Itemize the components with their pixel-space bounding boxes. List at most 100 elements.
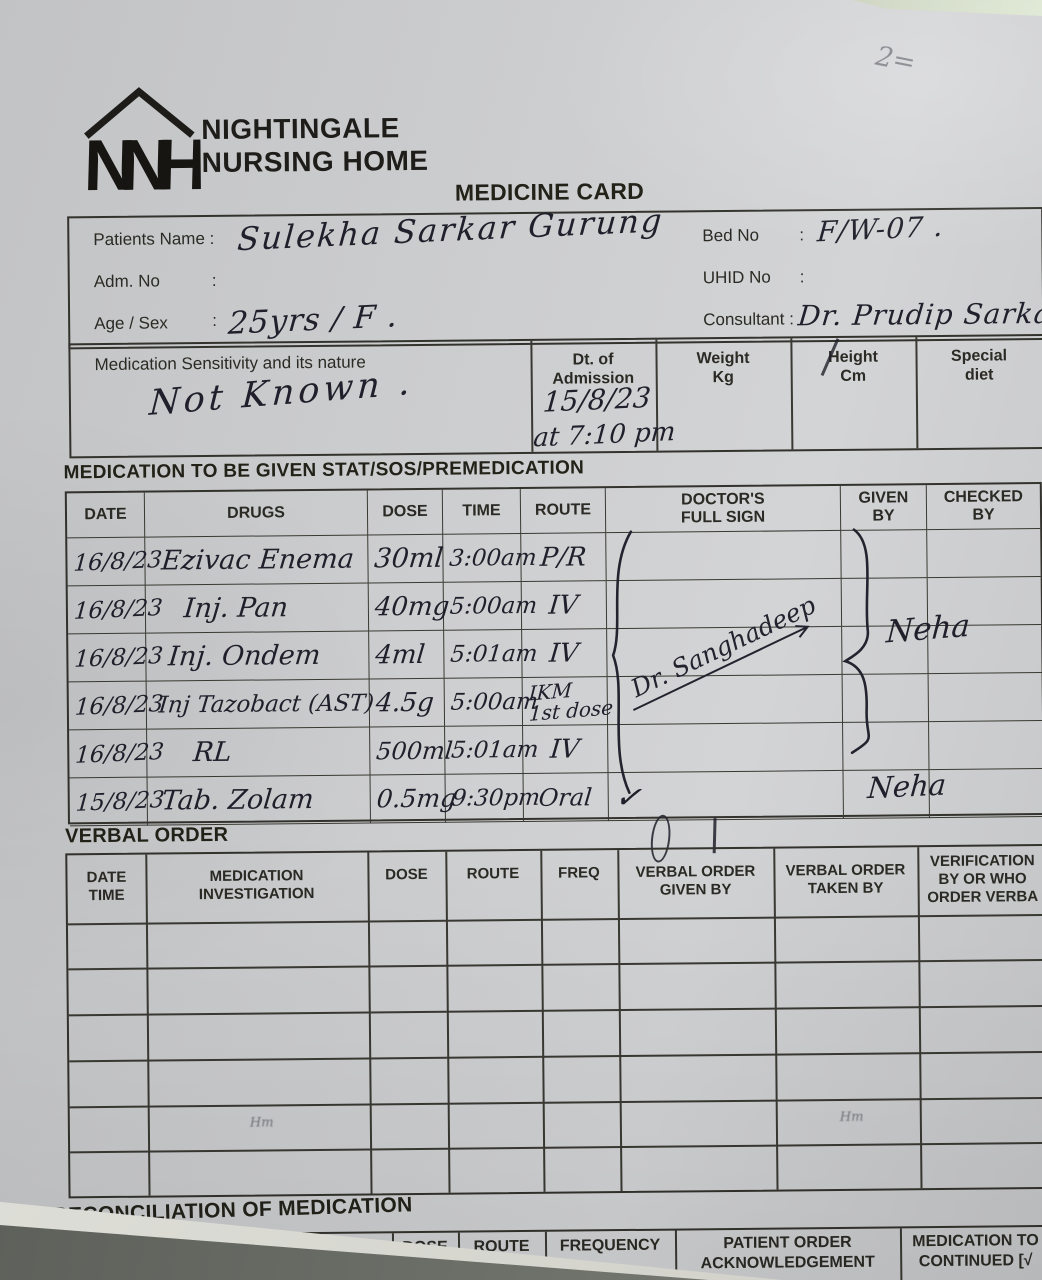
table-row-cell: 16/8/23 — [69, 729, 165, 779]
verbal-col-verification: VERIFICATION BY OR WHO ORDER VERBA — [917, 852, 1042, 907]
table-row-cell — [927, 529, 1041, 579]
table-row-cell: 16/8/23 — [68, 681, 164, 731]
divider — [445, 851, 451, 1193]
org-name-line1: NIGHTINGALE — [201, 112, 400, 146]
table-row-cell: 40mg — [368, 582, 451, 632]
recon-cont-line1: MEDICATION TO — [912, 1232, 1039, 1251]
table-row-cell: 5:01am — [444, 629, 539, 679]
verbal-ver-line1: VERIFICATION — [929, 852, 1035, 871]
bed-no-label: Bed No — [702, 225, 760, 246]
table-row-cell: Inj. Ondem — [146, 631, 370, 682]
adm-no-label: Adm. No — [93, 271, 160, 292]
recon-first-col-mark: – — [87, 1244, 97, 1262]
given-by-line2: BY — [872, 507, 895, 525]
row-line — [70, 1141, 1042, 1154]
recon-col-medicine: MEDICINE ON — [213, 1241, 321, 1260]
age-sex-colon: : — [212, 310, 217, 330]
stat-section-title: MEDICATION TO BE GIVEN STAT/SOS/PREMEDIC… — [63, 457, 585, 484]
recon-ack-line2: ACKNOWLEDGEMENT — [700, 1253, 875, 1273]
doctor-checkmark: ✓ — [612, 776, 644, 817]
table-row-cell: Inj Tazobact (AST) — [146, 679, 375, 730]
table-row-cell: 3:00am — [443, 533, 538, 583]
admission-time-value: at 7:10 pm — [532, 416, 677, 454]
divider — [773, 848, 779, 1190]
recon-col-continued: MEDICATION TO CONTINUED [√ — [900, 1231, 1042, 1272]
row-line — [68, 1004, 1042, 1017]
route-value-line2: 1st dose — [528, 694, 614, 726]
consultant-value: Dr. Prudip Sarkar — [796, 296, 1042, 333]
table-row-cell — [608, 722, 844, 774]
dose-value: 40mg — [373, 591, 451, 622]
drug-value: Ezivac Enema — [160, 543, 356, 576]
table-row-cell: 5:00am — [444, 677, 539, 727]
table-row-cell: 4.5g — [369, 678, 446, 728]
verbal-date-line1: DATE — [86, 868, 127, 887]
table-row-cell — [928, 673, 1042, 723]
adm-no-colon: : — [211, 270, 217, 290]
diet-header-line1: Special — [950, 347, 1008, 365]
dose-value: 500ml — [374, 736, 454, 765]
col-header-route: ROUTE — [520, 488, 607, 534]
drug-value: Tab. Zolam — [160, 783, 316, 816]
admission-header-line1: Dt. of — [572, 351, 614, 369]
given-by-name-last: Neha — [866, 767, 948, 806]
table-row-cell: 9:30pm — [445, 773, 541, 823]
weight-header-line2: Kg — [712, 368, 734, 387]
row-line — [69, 1096, 1042, 1109]
col-header-dose: DOSE — [367, 489, 444, 536]
verbal-col-date: DATE TIME — [67, 869, 145, 906]
table-row-cell — [843, 722, 930, 771]
divider — [367, 852, 373, 1194]
table-row-cell: Ezivac Enema — [145, 535, 369, 586]
reconciliation-title: RECONCILIATION OF MEDICATION — [52, 1193, 413, 1228]
route-value: IV — [549, 733, 582, 765]
verbal-col-medication: MEDICATION INVESTIGATION — [145, 866, 367, 904]
verbal-given-line2: GIVEN BY — [659, 880, 732, 899]
recon-col-frequency: FREQUENCY — [559, 1236, 661, 1255]
col-header-checked-by: CHECKED BY — [926, 484, 1041, 531]
table-row-cell: 15/8/23 — [69, 777, 165, 827]
logo-monogram: NNH — [83, 125, 201, 202]
age-sex-label: Age / Sex — [94, 313, 168, 334]
table-row-cell — [607, 626, 843, 678]
doctor-sign-line2: FULL SIGN — [680, 508, 766, 527]
table-row-cell — [841, 530, 928, 579]
faint-smudge-mark: Hm — [249, 1115, 274, 1131]
col-header-date: DATE — [66, 492, 146, 539]
table-row-cell: 16/8/23 — [67, 537, 163, 587]
org-name: NIGHTINGALE NURSING HOME — [201, 111, 429, 179]
verbal-col-dose: DOSE — [385, 865, 428, 884]
table-row-cell: Inj. Pan — [145, 583, 370, 634]
table-row-cell: 0.5mg — [370, 774, 458, 824]
verbal-order-table: DATE TIME MEDICATION INVESTIGATION DOSE … — [65, 843, 1042, 1199]
recon-ack-line1: PATIENT ORDER — [723, 1233, 852, 1253]
verbal-med-line1: MEDICATION — [209, 867, 304, 886]
weight-header-line1: Weight — [696, 349, 750, 368]
dose-value: 4.5g — [374, 687, 436, 718]
reconciliation-table: – MEDICINE ON DOSE ROUTE FREQUENCY PATIE… — [54, 1224, 1042, 1280]
table-row-cell: 5:00am — [443, 581, 538, 631]
verbal-date-line2: TIME — [88, 886, 125, 905]
verbal-col-freq: FREQ — [558, 864, 600, 882]
verbal-col-taken-by: VERBAL ORDER TAKEN BY — [773, 861, 917, 898]
col-header-time: TIME — [442, 489, 522, 535]
stat-medication-table: DATE DRUGS DOSE TIME ROUTE DOCTOR'S FULL… — [64, 482, 1042, 827]
verbal-taken-line1: VERBAL ORDER — [785, 861, 906, 880]
verbal-col-given-by: VERBAL ORDER GIVEN BY — [617, 863, 773, 900]
drug-value: Inj. Ondem — [166, 639, 322, 672]
verbal-med-line2: INVESTIGATION — [198, 885, 315, 904]
checked-by-line2: BY — [972, 506, 995, 524]
table-row-cell: 16/8/23 — [68, 633, 164, 683]
col-header-given-by: GIVEN BY — [840, 485, 928, 531]
org-name-line2: NURSING HOME — [201, 144, 429, 179]
drug-value: RL — [191, 736, 234, 768]
col-header-doctor-sign: DOCTOR'S FULL SIGN — [605, 485, 842, 534]
table-row-cell: IV — [523, 725, 609, 774]
checked-by-line1: CHECKED — [943, 488, 1024, 506]
table-row-cell: P/R — [521, 533, 607, 582]
verbal-ver-line2: BY OR WHO — [938, 870, 1027, 889]
divider — [145, 854, 151, 1196]
route-value: IV — [548, 637, 581, 669]
